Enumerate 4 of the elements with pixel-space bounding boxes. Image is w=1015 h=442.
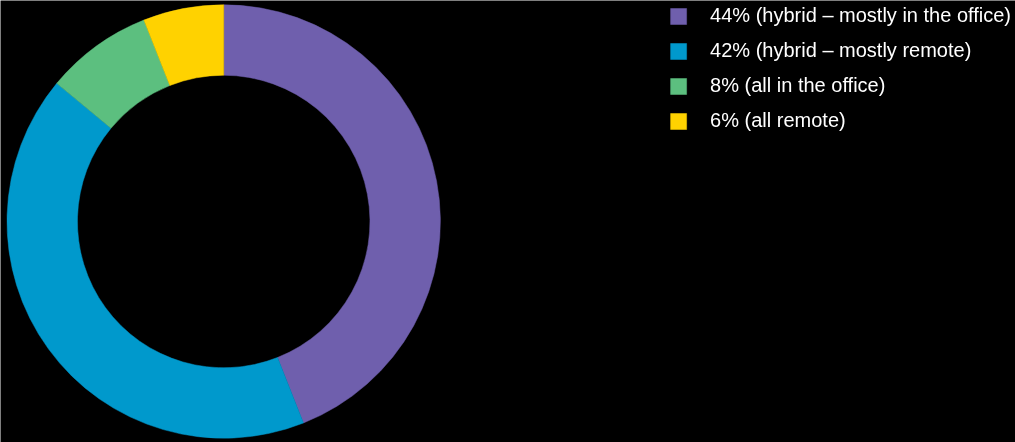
legend-label: 42% (hybrid – mostly remote) [710,39,972,62]
legend-label: 6% (all remote) [710,109,846,132]
legend-label: 8% (all in the office) [710,74,886,97]
legend-label: 44% (hybrid – mostly in the office) [710,4,1011,27]
